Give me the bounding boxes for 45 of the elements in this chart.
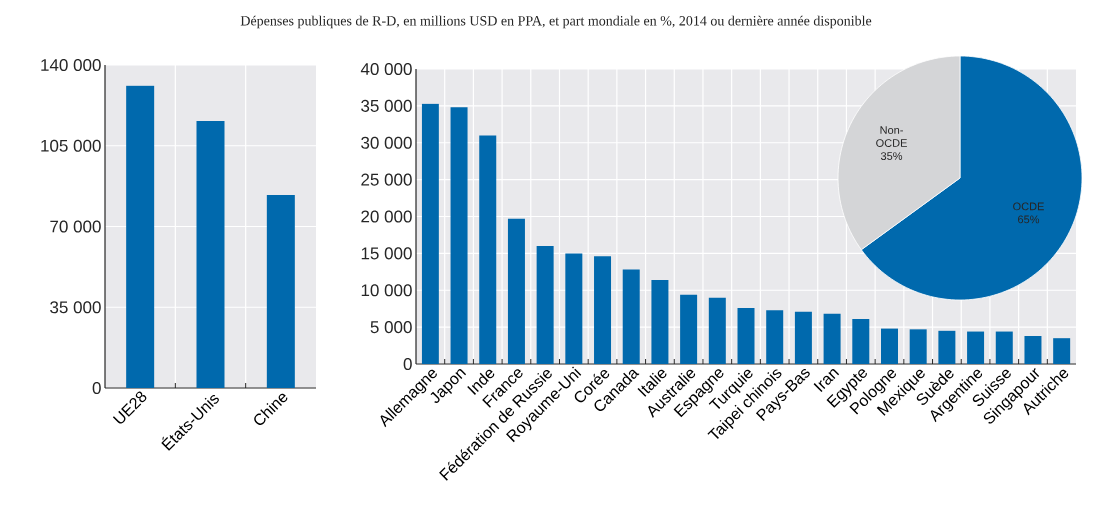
bar <box>507 218 525 364</box>
bar <box>421 103 439 364</box>
bar <box>565 253 583 364</box>
y-tick-label: 40 000 <box>360 62 412 76</box>
bar <box>737 307 755 364</box>
y-tick-label: 20 000 <box>361 210 412 223</box>
bar <box>708 297 726 364</box>
y-tick-label: 35 000 <box>50 301 101 314</box>
bar <box>594 256 612 364</box>
bar <box>938 330 956 364</box>
text: Dépenses publiques de R-D, en millions USD en PPA, et part mondiale en %, 2014 ou dernière année disponible <box>240 15 872 29</box>
y-tick-label: 25 000 <box>361 173 412 186</box>
bar <box>880 328 898 364</box>
y-tick-label: 0 <box>92 381 101 395</box>
bar <box>995 331 1013 364</box>
y-tick-label: 35 000 <box>361 99 412 112</box>
slice-label: Non-OCDE <box>876 126 907 147</box>
bar <box>536 246 554 364</box>
y-tick-label: 105 000 <box>41 139 101 152</box>
bar <box>651 279 669 364</box>
bar <box>766 310 784 364</box>
slice-label: OCDE <box>1013 202 1044 211</box>
bar <box>823 313 841 364</box>
y-tick-label: 70 000 <box>50 220 101 233</box>
y-tick-label: 140 000 <box>41 58 101 72</box>
data-label: 35% <box>880 152 903 160</box>
y-tick-label: 0 <box>403 357 412 371</box>
bar <box>1053 338 1071 364</box>
y-tick-label: 15 000 <box>361 247 412 260</box>
bar <box>266 195 295 388</box>
bar <box>680 294 698 364</box>
bar <box>1024 335 1042 364</box>
bar <box>967 331 985 364</box>
bar <box>794 311 812 364</box>
y-tick-label: 5 000 <box>370 321 412 334</box>
bar <box>852 319 870 364</box>
data-label: 65% <box>1018 215 1040 224</box>
bar <box>479 135 497 364</box>
bar <box>909 329 927 364</box>
bar <box>196 121 225 388</box>
bar <box>126 85 155 388</box>
y-tick-label: 30 000 <box>361 136 412 149</box>
y-tick-label: 10 000 <box>361 284 412 297</box>
bar <box>622 269 640 364</box>
bar <box>450 107 468 364</box>
